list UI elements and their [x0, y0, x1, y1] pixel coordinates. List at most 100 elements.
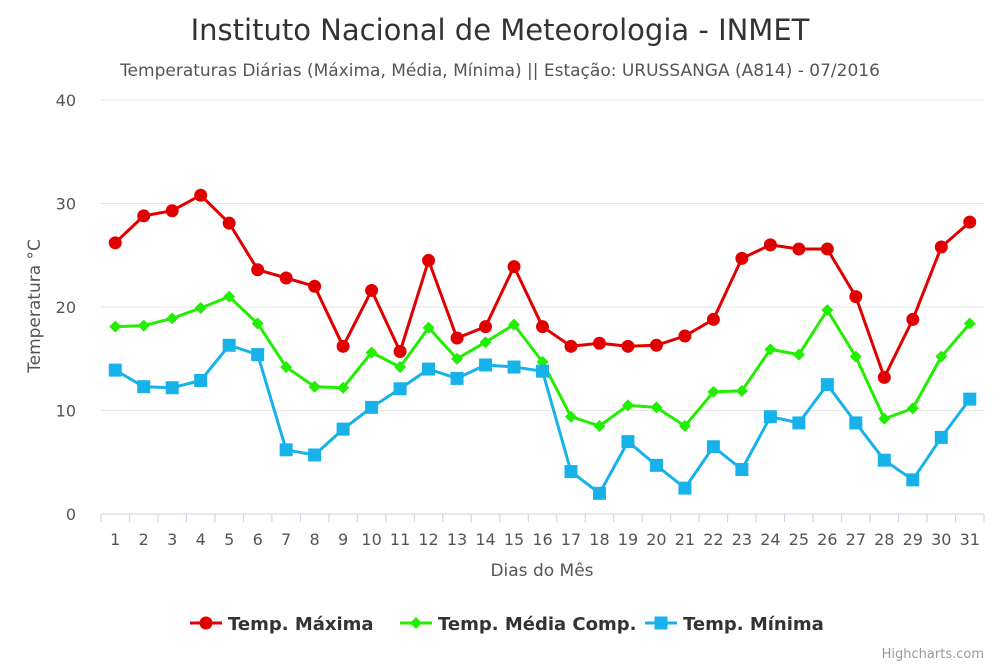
data-point — [450, 331, 464, 345]
x-tick-label: 2 — [139, 530, 149, 549]
data-point — [564, 410, 577, 423]
data-point — [678, 329, 692, 343]
data-point — [763, 410, 777, 424]
data-point — [678, 481, 692, 495]
data-point — [877, 453, 891, 467]
data-point — [365, 283, 379, 297]
data-point — [878, 412, 891, 425]
legend-label: Temp. Máxima — [228, 614, 374, 635]
legend-item[interactable]: Temp. Mínima — [645, 614, 824, 635]
data-point — [394, 361, 407, 374]
y-tick-label: 10 — [56, 402, 76, 421]
credits-link[interactable]: Highcharts.com — [882, 647, 984, 662]
data-point — [337, 381, 350, 394]
data-point — [194, 373, 208, 387]
data-point — [279, 271, 293, 285]
data-point — [479, 320, 493, 334]
data-point — [706, 312, 720, 326]
data-point — [479, 358, 493, 372]
y-tick-label: 30 — [56, 195, 76, 214]
data-point — [735, 462, 749, 476]
x-tick-label: 18 — [589, 530, 609, 549]
x-tick-label: 14 — [475, 530, 495, 549]
data-point — [222, 338, 236, 352]
y-tick-label: 0 — [66, 505, 76, 524]
x-tick-label: 3 — [167, 530, 177, 549]
data-point — [564, 339, 578, 353]
x-tick-label: 22 — [703, 530, 723, 549]
data-point — [165, 381, 179, 395]
data-point — [935, 350, 948, 363]
x-tick-label: 6 — [253, 530, 263, 549]
data-point — [393, 382, 407, 396]
data-point — [108, 236, 122, 250]
x-tick-label: 21 — [675, 530, 695, 549]
x-tick-label: 28 — [874, 530, 894, 549]
data-point — [963, 392, 977, 406]
data-point — [223, 290, 236, 303]
data-point — [194, 188, 208, 202]
legend[interactable]: Temp. Máxima Temp. Média Comp. Temp. Mínim… — [190, 614, 824, 635]
data-point — [621, 399, 634, 412]
data-point — [763, 238, 777, 252]
x-tick-label: 26 — [817, 530, 837, 549]
data-point — [592, 336, 606, 350]
x-tick-label: 25 — [789, 530, 809, 549]
x-axis: 1 2 3 4 5 6 7 8 9 10 11 12 13 14 15 16 17 18 19 20 21 22 23 24 2… — [100, 514, 985, 549]
data-point — [166, 312, 179, 325]
data-point — [735, 251, 749, 265]
series-group — [108, 338, 977, 500]
data-point — [280, 361, 293, 374]
data-point — [621, 435, 635, 449]
data-point — [308, 448, 322, 462]
x-tick-label: 23 — [732, 530, 752, 549]
legend-item[interactable]: Temp. Máxima — [190, 614, 374, 635]
data-point — [707, 385, 720, 398]
data-point — [906, 473, 920, 487]
data-point — [649, 338, 663, 352]
data-point — [365, 346, 378, 359]
data-point — [934, 240, 948, 254]
data-point — [422, 321, 435, 334]
data-point — [849, 416, 863, 430]
data-point — [650, 401, 663, 414]
data-point — [906, 312, 920, 326]
data-point — [251, 348, 265, 362]
series-layer — [108, 188, 977, 500]
data-point — [336, 339, 350, 353]
data-point — [934, 430, 948, 444]
series-group — [108, 188, 977, 384]
data-point — [479, 336, 492, 349]
series-group — [109, 290, 976, 433]
data-point — [821, 304, 834, 317]
x-tick-label: 29 — [903, 530, 923, 549]
x-tick-label: 4 — [196, 530, 206, 549]
x-tick-label: 19 — [618, 530, 638, 549]
grid-lines — [101, 99, 984, 515]
y-tick-label: 20 — [56, 298, 76, 317]
data-point — [251, 263, 265, 277]
data-point — [536, 364, 549, 378]
x-tick-label: 9 — [338, 530, 348, 549]
x-tick-label: 12 — [418, 530, 438, 549]
x-tick-label: 10 — [361, 530, 381, 549]
data-point — [621, 339, 635, 353]
data-point — [735, 384, 748, 397]
data-point — [137, 380, 151, 394]
data-point — [365, 400, 379, 414]
x-tick-label: 27 — [846, 530, 866, 549]
data-point — [422, 253, 436, 267]
data-point — [222, 216, 236, 230]
legend-item[interactable]: Temp. Média Comp. — [400, 614, 636, 635]
x-tick-label: 20 — [646, 530, 666, 549]
data-point — [792, 242, 806, 256]
data-point — [422, 362, 436, 376]
data-point — [137, 209, 151, 223]
data-point — [450, 371, 464, 385]
data-point — [536, 320, 549, 334]
data-point — [194, 302, 207, 315]
x-tick-label: 16 — [532, 530, 552, 549]
legend-marker — [410, 617, 422, 629]
data-point — [706, 440, 720, 454]
x-tick-label: 15 — [504, 530, 524, 549]
